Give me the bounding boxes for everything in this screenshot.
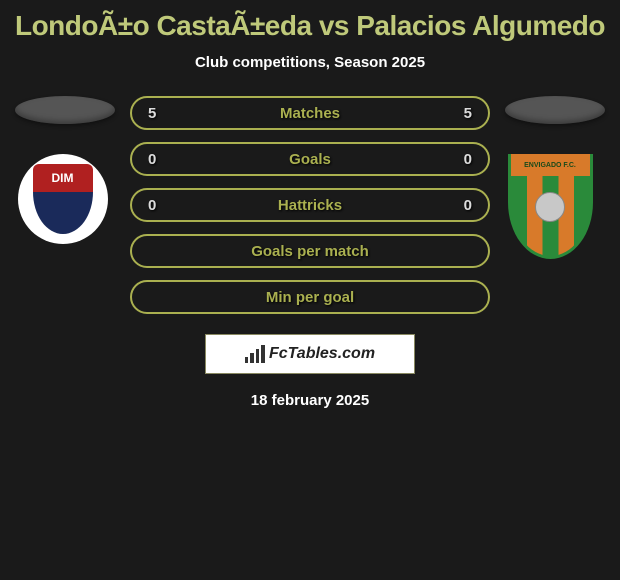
stat-left-value: 0	[148, 197, 168, 214]
dim-badge-icon: DIM	[18, 154, 108, 244]
bar-chart-icon	[245, 345, 265, 363]
stat-left-value: 0	[148, 151, 168, 168]
stat-right-value: 0	[452, 197, 472, 214]
envigado-shield-text: ENVIGADO F.C.	[511, 154, 590, 176]
main-row: DIM 5 Matches 5 0 Goals 0 0 Hattricks 0	[0, 96, 620, 314]
dim-shield-bottom	[33, 192, 93, 234]
stat-row-gpm: Goals per match	[130, 234, 490, 268]
envigado-ball-icon	[535, 192, 565, 222]
stat-right-value: 0	[452, 151, 472, 168]
stat-right-value: 5	[452, 105, 472, 122]
stat-label: Min per goal	[148, 289, 472, 306]
dim-shield-text: DIM	[33, 164, 93, 192]
envigado-badge-icon: ENVIGADO F.C.	[508, 154, 593, 259]
stat-label: Goals	[168, 151, 452, 168]
stat-row-hattricks: 0 Hattricks 0	[130, 188, 490, 222]
page-subtitle: Club competitions, Season 2025	[0, 54, 620, 71]
stat-label: Matches	[168, 105, 452, 122]
comparison-card: LondoÃ±o CastaÃ±eda vs Palacios Algumedo…	[0, 0, 620, 409]
stat-row-mpg: Min per goal	[130, 280, 490, 314]
stat-label: Goals per match	[148, 243, 472, 260]
left-player-placeholder	[15, 96, 115, 124]
page-title: LondoÃ±o CastaÃ±eda vs Palacios Algumedo	[0, 10, 620, 42]
left-team-col: DIM	[10, 96, 120, 249]
stat-row-goals: 0 Goals 0	[130, 142, 490, 176]
right-team-badge: ENVIGADO F.C.	[508, 154, 603, 264]
right-player-placeholder	[505, 96, 605, 124]
fctables-logo[interactable]: FcTables.com	[205, 334, 415, 374]
stat-label: Hattricks	[168, 197, 452, 214]
stat-left-value: 5	[148, 105, 168, 122]
stats-column: 5 Matches 5 0 Goals 0 0 Hattricks 0 Goal…	[130, 96, 490, 314]
left-team-badge: DIM	[18, 154, 113, 249]
stat-row-matches: 5 Matches 5	[130, 96, 490, 130]
date-text: 18 february 2025	[0, 392, 620, 409]
right-team-col: ENVIGADO F.C.	[500, 96, 610, 264]
logo-text: FcTables.com	[269, 345, 375, 363]
